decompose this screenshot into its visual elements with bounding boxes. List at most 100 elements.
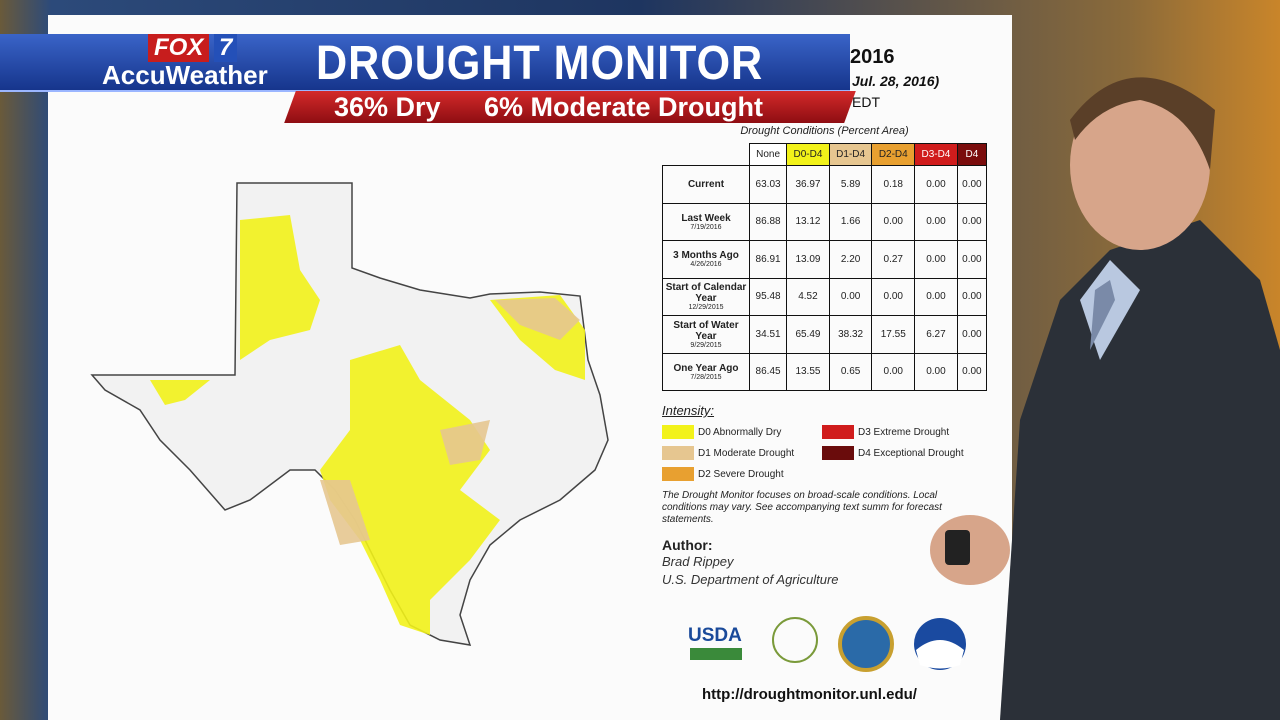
table-cell: 0.00 <box>828 277 873 316</box>
legend-label: D1 Moderate Drought <box>698 448 795 459</box>
table-cell: 0.00 <box>914 352 958 391</box>
usda-logo: USDA <box>688 625 742 646</box>
table-cell: 0.18 <box>871 165 916 204</box>
table-cell: 13.12 <box>786 202 830 241</box>
column-header: D1-D4 <box>828 143 873 166</box>
table-row: Start of Calendar Year 12/29/2015 95.48 4.5… <box>662 277 988 316</box>
table-cell: 63.03 <box>748 165 788 204</box>
table-cell: 0.00 <box>956 202 988 241</box>
table-row: Start of Water Year 9/29/2015 34.51 65.49 38… <box>662 315 988 354</box>
table-cell: 0.00 <box>956 165 988 204</box>
legend-swatch <box>822 425 854 439</box>
table-cell: 86.45 <box>748 352 788 391</box>
legend-swatch <box>662 467 694 481</box>
row-label: Current <box>662 165 750 204</box>
legend-label: D2 Severe Drought <box>698 469 784 480</box>
title: DROUGHT MONITOR <box>316 37 764 90</box>
table-row: Last Week 7/19/2016 86.88 13.12 1.66 0.00 0.00… <box>662 202 988 241</box>
subtitle: 36% Dry <box>334 92 441 122</box>
map-date: 2016 <box>850 46 895 68</box>
row-name: 3 Months Ago <box>673 250 739 262</box>
legend-swatch <box>662 425 694 439</box>
author-name: Brad Rippey <box>662 554 734 569</box>
legend-label: D4 Exceptional Drought <box>858 448 964 459</box>
table-cell: 1.66 <box>828 202 873 241</box>
banner <box>0 34 850 92</box>
row-date: 4/26/2016 <box>690 261 722 269</box>
presenter <box>930 77 1280 720</box>
table-cell: 17.55 <box>871 315 916 354</box>
row-label: Start of Calendar Year 12/29/2015 <box>662 277 750 316</box>
column-header: D0-D4 <box>786 143 830 166</box>
author-org: U.S. Department of Agriculture <box>662 572 839 587</box>
drought-table: None D0-D4 D1-D4 D2-D4 D3-D4 D4 Current 63.03 36… <box>662 143 988 391</box>
table-cell: 0.27 <box>871 240 916 279</box>
table-cell: 0.00 <box>914 277 958 316</box>
table-cell: 0.00 <box>956 240 988 279</box>
url: http://droughtmonitor.unl.edu/ <box>702 686 917 703</box>
column-header: None <box>748 143 788 166</box>
row-name: Current <box>687 178 725 190</box>
column-header: D2-D4 <box>871 143 916 166</box>
column-header: D4 <box>956 143 988 166</box>
table-cell: 86.91 <box>748 240 788 279</box>
table-cell: 0.00 <box>871 352 916 391</box>
logo-seven: 7 <box>214 34 238 62</box>
legend-label: D0 Abnormally Dry <box>698 427 782 438</box>
table-cell: 2.20 <box>828 240 873 279</box>
map-time: EDT <box>852 94 880 110</box>
table-cell: 0.65 <box>828 352 873 391</box>
table-row: Current 63.03 36.97 5.89 0.18 0.00 0.00 <box>662 165 988 204</box>
table-row: One Year Ago 7/28/2015 86.45 13.55 0.65 0.00 0… <box>662 352 988 391</box>
row-label: 3 Months Ago 4/26/2016 <box>662 240 750 279</box>
row-label: Last Week 7/19/2016 <box>662 202 750 241</box>
legend-swatch <box>662 446 694 460</box>
table-cell: 0.00 <box>914 202 958 241</box>
row-date: 7/19/2016 <box>690 223 722 231</box>
row-name: Start of Water Year <box>673 319 739 342</box>
table-cell: 13.09 <box>786 240 830 279</box>
blank-header <box>663 144 750 166</box>
table-cell: 0.00 <box>914 240 958 279</box>
column-header: D3-D4 <box>914 143 958 166</box>
table-cell: 6.27 <box>914 315 958 354</box>
row-name: Last Week <box>681 212 731 224</box>
table-caption: Drought Conditions (Percent Area) <box>740 125 909 137</box>
table-cell: 34.51 <box>748 315 788 354</box>
table-cell: 95.48 <box>748 277 788 316</box>
row-label: One Year Ago 7/28/2015 <box>662 352 750 391</box>
map-date: Jul. 28, 2016) <box>852 73 940 89</box>
table-cell: 5.89 <box>828 165 873 204</box>
d1-areas <box>320 298 580 545</box>
logo-fox: FOX <box>148 34 210 62</box>
table-cell: 0.00 <box>956 277 988 316</box>
table-cell: 0.00 <box>956 315 988 354</box>
logos <box>690 616 966 672</box>
legend-swatch <box>822 446 854 460</box>
table-cell: 0.00 <box>956 352 988 391</box>
author-label: Author: <box>662 537 713 553</box>
row-date: 12/29/2015 <box>688 304 724 312</box>
row-name: One Year Ago <box>673 362 739 374</box>
row-label: Start of Water Year 9/29/2015 <box>662 315 750 354</box>
logo-accuweather: AccuWeather <box>102 60 268 90</box>
table-cell: 65.49 <box>786 315 830 354</box>
row-date: 7/28/2015 <box>690 373 722 381</box>
legend-label: D3 Extreme Drought <box>858 427 950 438</box>
table-cell: 0.00 <box>871 202 916 241</box>
note: The Drought Monitor focuses on broad-sca… <box>662 490 942 525</box>
legend-title: Intensity: <box>662 403 715 418</box>
subtitle: 6% Moderate Drought <box>484 92 764 122</box>
row-date: 9/29/2015 <box>690 341 722 349</box>
table-cell: 4.52 <box>786 277 830 316</box>
table-cell: 0.00 <box>871 277 916 316</box>
table-row: 3 Months Ago 4/26/2016 86.91 13.09 2.20 0.27 0… <box>662 240 988 279</box>
table-cell: 36.97 <box>786 165 830 204</box>
row-name: Start of Calendar Year <box>665 282 747 305</box>
table-cell: 38.32 <box>828 315 873 354</box>
table-cell: 0.00 <box>914 165 958 204</box>
table-cell: 86.88 <box>748 202 788 241</box>
table-cell: 13.55 <box>786 352 830 391</box>
